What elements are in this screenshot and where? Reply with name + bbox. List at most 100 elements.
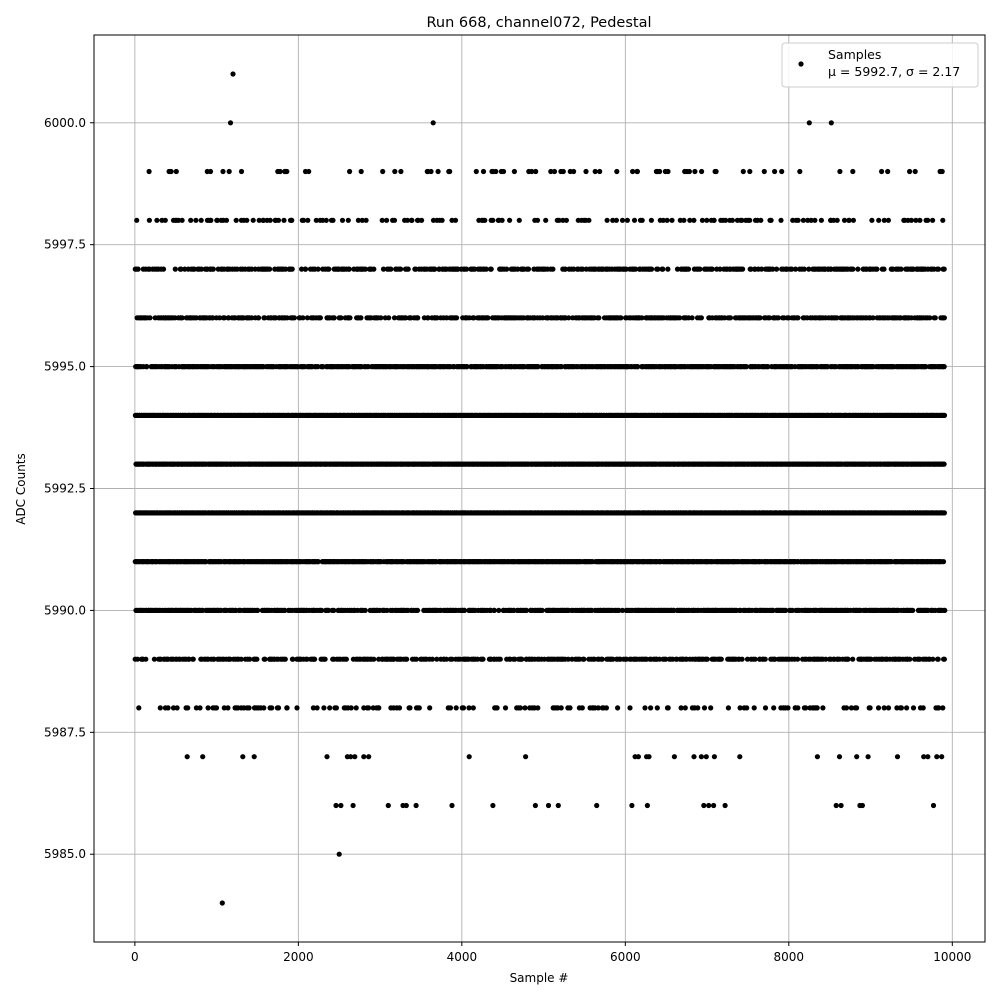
data-point — [910, 607, 916, 614]
data-point — [708, 705, 714, 711]
data-point — [752, 656, 758, 662]
data-point — [174, 705, 180, 711]
data-point — [461, 607, 468, 614]
data-point — [290, 656, 296, 662]
data-point — [494, 705, 500, 711]
data-point — [466, 705, 472, 711]
data-point — [449, 656, 455, 662]
data-point — [941, 412, 948, 418]
data-point — [227, 120, 234, 126]
data-point — [737, 754, 743, 760]
data-point — [443, 656, 449, 662]
data-point — [386, 315, 392, 321]
data-point — [269, 705, 275, 711]
data-point — [828, 120, 834, 126]
data-point — [854, 705, 860, 711]
data-point — [362, 607, 368, 614]
data-point — [325, 607, 332, 614]
data-point — [378, 315, 384, 321]
data-point — [762, 656, 768, 662]
data-point — [449, 802, 455, 809]
data-point — [935, 656, 941, 662]
data-point — [384, 607, 390, 614]
data-point — [704, 656, 710, 662]
data-point — [875, 705, 882, 711]
data-point — [366, 754, 372, 760]
data-point — [940, 559, 947, 565]
data-point — [186, 656, 192, 662]
data-point — [942, 607, 948, 614]
data-point — [698, 315, 705, 321]
data-point — [939, 754, 945, 760]
data-point — [336, 851, 342, 857]
data-point — [491, 607, 497, 614]
data-point — [820, 705, 826, 711]
data-point — [725, 705, 732, 711]
data-point — [165, 705, 171, 711]
data-point — [711, 802, 717, 809]
data-point — [240, 754, 246, 760]
data-point — [698, 754, 705, 760]
data-point — [460, 705, 467, 711]
data-point — [941, 364, 947, 370]
data-point — [654, 705, 660, 711]
data-point — [603, 705, 610, 711]
data-point — [910, 705, 917, 711]
data-point — [404, 656, 410, 662]
data-point — [925, 754, 931, 760]
data-point — [646, 754, 652, 760]
data-point — [616, 607, 622, 614]
data-points — [132, 71, 948, 906]
data-point — [517, 705, 524, 711]
data-point — [671, 754, 678, 760]
data-point — [539, 607, 545, 614]
data-point — [470, 705, 476, 711]
data-point — [599, 656, 605, 662]
data-point — [407, 705, 413, 711]
data-point — [739, 656, 745, 662]
data-point — [185, 705, 191, 711]
data-point — [238, 656, 244, 662]
data-point — [282, 607, 288, 614]
data-point — [300, 315, 306, 321]
data-point — [854, 754, 860, 760]
data-point — [358, 315, 364, 321]
data-point — [727, 315, 734, 321]
data-point — [350, 802, 356, 809]
data-point — [941, 656, 948, 662]
data-point — [376, 705, 382, 711]
data-point — [635, 754, 642, 760]
data-point — [490, 802, 496, 809]
data-point — [151, 656, 157, 662]
data-point — [314, 705, 320, 711]
data-point — [291, 315, 297, 321]
data-point — [246, 705, 252, 711]
data-point — [304, 656, 310, 662]
data-point — [940, 705, 946, 711]
data-point — [522, 705, 528, 711]
data-point — [221, 705, 227, 711]
data-point — [413, 656, 419, 662]
data-point — [941, 510, 948, 516]
data-point — [627, 705, 633, 711]
data-point — [706, 802, 712, 809]
data-point — [762, 705, 769, 711]
data-point — [744, 705, 750, 711]
data-point — [558, 705, 564, 711]
data-point — [663, 656, 669, 662]
data-point — [327, 705, 333, 711]
data-point — [836, 754, 843, 760]
data-point — [251, 754, 257, 760]
data-point — [348, 754, 354, 760]
data-point — [519, 656, 525, 662]
data-point — [496, 607, 502, 614]
data-point — [648, 705, 654, 711]
data-point — [843, 705, 850, 711]
data-point — [485, 315, 491, 321]
data-point — [256, 315, 262, 321]
data-point — [197, 705, 203, 711]
data-point — [454, 315, 460, 321]
data-point — [371, 656, 377, 662]
data-point — [806, 120, 812, 126]
data-point — [190, 656, 196, 662]
